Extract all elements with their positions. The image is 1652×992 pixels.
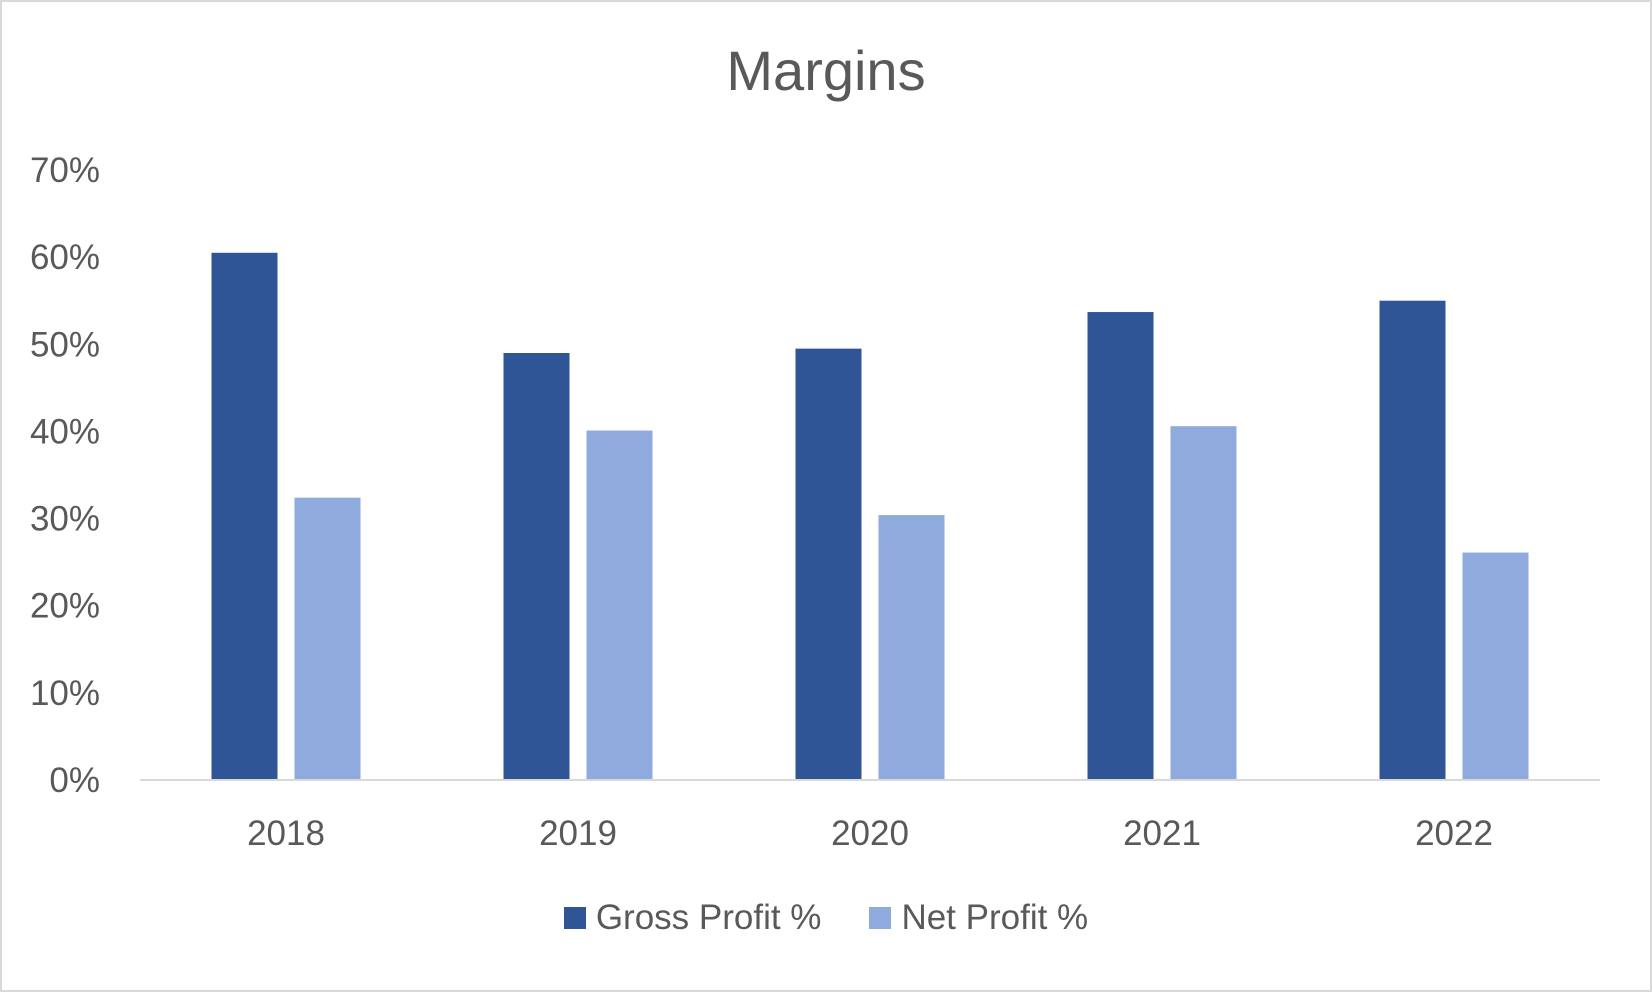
- y-tick-label: 20%: [30, 587, 100, 626]
- x-tick-label: 2022: [1415, 814, 1493, 853]
- legend-swatch: [869, 907, 892, 929]
- y-tick-label: 10%: [30, 674, 100, 713]
- x-tick-label: 2018: [247, 814, 325, 853]
- legend: Gross Profit % Net Profit %: [0, 898, 1652, 938]
- legend-label: Net Profit %: [901, 898, 1089, 937]
- bar-net-profit-2021: [1170, 426, 1237, 780]
- x-tick-label: 2021: [1123, 814, 1201, 853]
- y-tick-label: 0%: [49, 761, 100, 800]
- bars: [211, 252, 1529, 781]
- y-tick-label: 40%: [30, 412, 100, 451]
- bar-gross-profit-2019: [503, 353, 570, 780]
- legend-label: Gross Profit %: [595, 898, 822, 937]
- y-tick-label: 30%: [30, 500, 100, 539]
- bar-net-profit-2019: [586, 430, 653, 780]
- x-tick-label: 2019: [539, 814, 617, 853]
- bar-net-profit-2022: [1462, 552, 1529, 780]
- y-axis: 0% 10% 20% 30% 40% 50% 60% 70%: [30, 151, 100, 800]
- bar-gross-profit-2020: [795, 348, 862, 780]
- x-tick-label: 2020: [831, 814, 909, 853]
- bar-net-profit-2018: [294, 497, 361, 780]
- bar-net-profit-2020: [878, 515, 945, 780]
- x-axis: 2018 2019 2020 2021 2022: [247, 814, 1493, 853]
- legend-swatch: [563, 907, 586, 929]
- y-tick-label: 70%: [30, 151, 100, 190]
- legend-item: Gross Profit %: [563, 898, 822, 938]
- y-tick-label: 50%: [30, 325, 100, 364]
- bar-gross-profit-2022: [1379, 300, 1446, 780]
- legend-item: Net Profit %: [869, 898, 1088, 938]
- bar-gross-profit-2021: [1087, 312, 1154, 780]
- chart-title: Margins: [726, 39, 926, 102]
- bar-gross-profit-2018: [211, 252, 278, 781]
- y-tick-label: 60%: [30, 238, 100, 277]
